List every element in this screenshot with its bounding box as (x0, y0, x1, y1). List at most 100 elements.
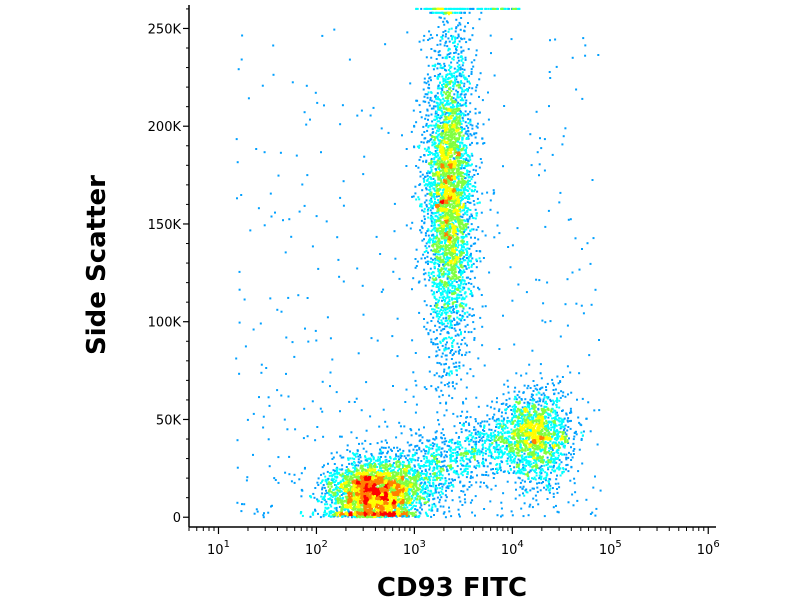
event-point (374, 495, 376, 497)
event-point (364, 439, 367, 442)
event-point (472, 27, 475, 30)
event-point (432, 237, 435, 240)
event-point (395, 502, 398, 505)
event-point (358, 483, 360, 486)
event-point (456, 215, 459, 218)
event-point (451, 284, 454, 287)
event-point (398, 476, 401, 479)
event-point (446, 191, 449, 194)
event-point (443, 110, 446, 113)
event-point (327, 498, 330, 500)
event-point (441, 101, 444, 104)
event-point (445, 185, 448, 188)
event-point (442, 273, 445, 276)
event-point (453, 279, 456, 282)
event-point (370, 494, 373, 497)
event-point (403, 464, 406, 467)
event-point (382, 488, 385, 491)
event-point (385, 476, 388, 479)
event-point (456, 70, 459, 73)
event-point (429, 96, 432, 99)
event-point (456, 43, 459, 46)
event-point (456, 241, 459, 244)
event-point (403, 512, 406, 515)
event-point (443, 306, 446, 309)
event-point (440, 496, 443, 499)
event-point (463, 230, 466, 232)
event-point (443, 285, 445, 288)
event-point (463, 82, 466, 85)
event-point (363, 484, 365, 487)
event-point (366, 508, 369, 511)
event-point (459, 119, 462, 122)
event-point (394, 504, 397, 507)
event-point (465, 351, 468, 354)
event-point (324, 503, 326, 506)
event-point (337, 482, 340, 485)
event-point (445, 358, 448, 361)
event-point (444, 346, 447, 349)
event-point (433, 304, 436, 307)
event-point (472, 262, 475, 265)
event-point (431, 293, 434, 296)
event-point (433, 243, 435, 246)
event-point (434, 200, 436, 203)
event-point (439, 333, 442, 336)
event-point (358, 476, 360, 478)
event-point (448, 167, 451, 170)
event-point (457, 104, 460, 107)
event-point (366, 466, 369, 469)
event-point (397, 469, 399, 472)
event-point (451, 225, 454, 228)
event-point (446, 85, 448, 88)
event-point (321, 498, 324, 501)
event-point (363, 482, 366, 485)
event-point (372, 511, 375, 514)
event-point (356, 515, 358, 517)
event-point (456, 256, 459, 259)
event-point (460, 174, 463, 177)
event-point (449, 205, 451, 208)
event-point (393, 466, 396, 469)
event-point (393, 446, 395, 449)
event-point (330, 485, 333, 488)
event-point (360, 510, 363, 513)
event-point (434, 261, 437, 264)
event-point (455, 189, 458, 192)
event-point (368, 510, 371, 512)
event-point (436, 204, 439, 207)
event-point (432, 278, 435, 281)
event-point (442, 12, 445, 15)
event-point (444, 107, 447, 110)
event-point (440, 116, 443, 119)
event-point (382, 464, 385, 467)
event-point (360, 460, 363, 463)
event-point (441, 125, 444, 128)
event-point (438, 213, 441, 216)
event-point (437, 173, 440, 176)
event-point (423, 501, 426, 504)
event-point (441, 84, 443, 86)
event-point (396, 493, 399, 496)
event-point (434, 243, 437, 246)
event-point (402, 494, 405, 497)
event-point (444, 35, 447, 38)
event-point (464, 56, 467, 59)
event-point (445, 249, 448, 252)
event-point (412, 493, 414, 496)
event-point (424, 483, 427, 486)
event-point (335, 467, 338, 470)
event-point (392, 503, 395, 506)
event-point (468, 180, 471, 182)
event-point (375, 497, 378, 500)
event-point (458, 117, 461, 120)
event-point (476, 173, 479, 175)
event-point (353, 483, 355, 486)
event-point (454, 288, 457, 290)
event-point (430, 152, 433, 155)
event-point (396, 500, 399, 503)
event-point (333, 492, 336, 495)
event-point (456, 194, 459, 197)
event-point (471, 189, 474, 192)
event-point (451, 143, 454, 146)
